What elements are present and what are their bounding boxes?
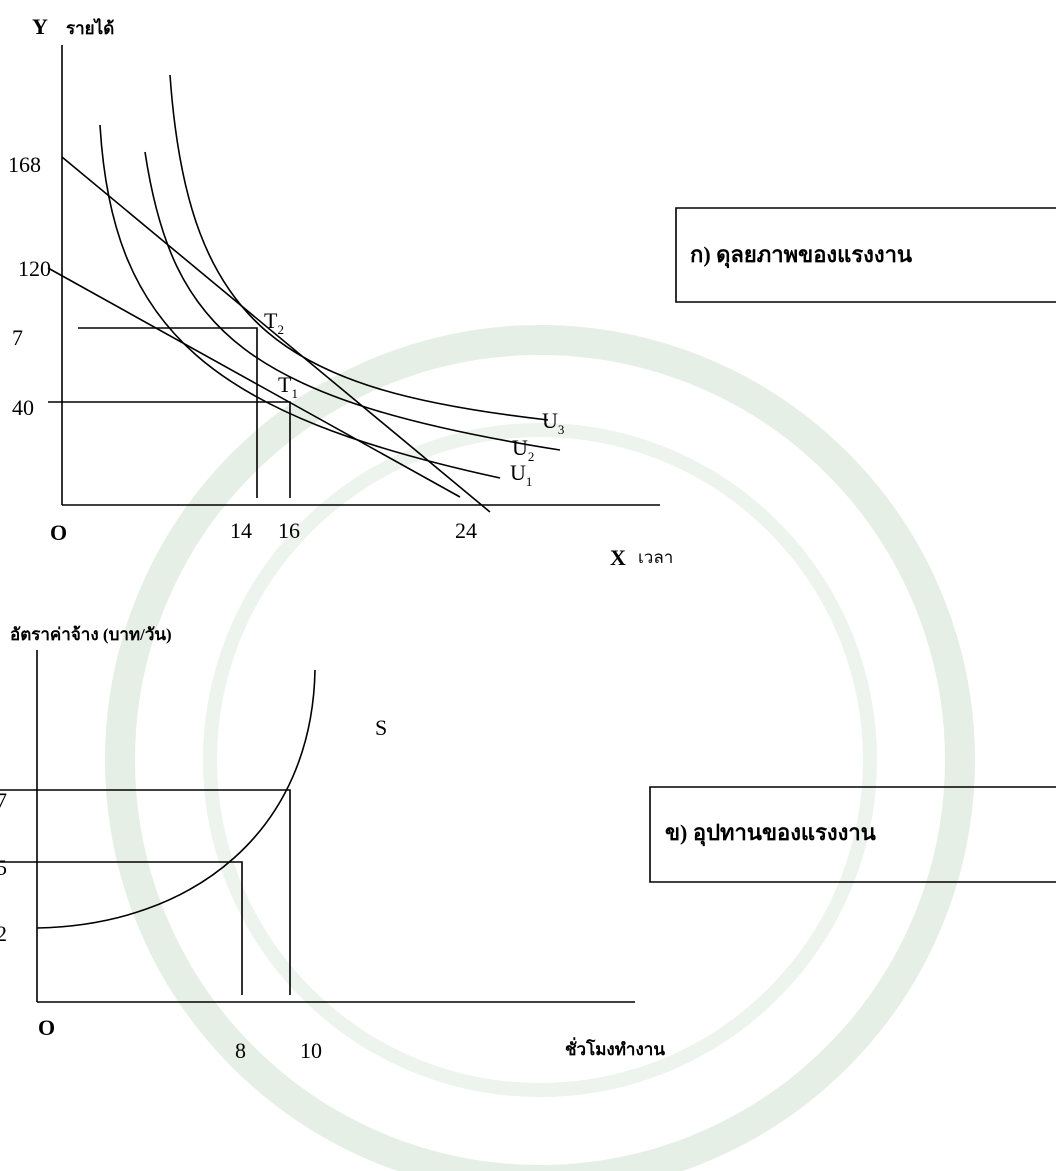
budget-line <box>61 156 491 513</box>
label-part: U <box>542 408 558 433</box>
label-part: 2 <box>277 322 284 337</box>
watermark <box>105 325 975 1171</box>
tick-label: 2 <box>0 921 7 946</box>
tick-label: 16 <box>278 518 300 543</box>
origin-label: O <box>50 520 67 545</box>
origin-label: O <box>38 1015 55 1040</box>
supply-curve <box>36 669 316 929</box>
tick-label: 120 <box>18 256 51 281</box>
curve-label: U2 <box>512 435 534 464</box>
tick-label: 5 <box>0 855 7 880</box>
point-label: T2 <box>264 308 284 337</box>
guide-line <box>78 327 258 498</box>
tick-label: 40 <box>12 395 34 420</box>
guide-line <box>0 861 243 995</box>
axis-label: X <box>610 545 626 570</box>
budget-line <box>47 267 461 498</box>
tick-label: 10 <box>300 1038 322 1063</box>
guide-line <box>48 401 291 498</box>
label-part: U <box>510 460 526 485</box>
label-part: T <box>264 308 278 333</box>
indifference-curve <box>144 151 561 451</box>
caption: ก) ดุลยภาพของแรงงาน <box>690 242 912 269</box>
indifference-curve <box>99 124 501 479</box>
label-part: U <box>512 435 528 460</box>
caption: ข) อุปทานของแรงงาน <box>665 820 876 847</box>
axis-label: อัตราค่าจ้าง (บาท/วัน) <box>10 625 172 644</box>
curve-label: U1 <box>510 460 532 489</box>
indifference-curve <box>169 74 549 421</box>
caption-box <box>649 786 1056 883</box>
axis-label: ชั่วโมงทำงาน <box>565 1037 665 1059</box>
label-part: 3 <box>558 422 565 437</box>
supply-diagram: อัตราค่าจ้าง (บาท/วัน) S 7 5 2 O 8 10 ชั… <box>0 625 1056 1063</box>
tick-label: 24 <box>455 518 477 543</box>
tick-label: 7 <box>12 325 23 350</box>
axis-label: Y <box>32 14 48 39</box>
point-label: T1 <box>278 372 298 401</box>
label-part: 2 <box>528 449 535 464</box>
watermark <box>203 423 877 1097</box>
tick-label: 8 <box>235 1038 246 1063</box>
tick-label: 14 <box>230 518 252 543</box>
label-part: 1 <box>526 474 533 489</box>
tick-label: 7 <box>0 788 7 813</box>
equilibrium-diagram: Y รายได้ 168 120 7 40 T2 T1 U3 U2 U1 O 1… <box>8 14 1056 570</box>
axis-label: เวลา <box>638 548 673 567</box>
curve-label: S <box>375 715 387 740</box>
label-part: T <box>278 372 292 397</box>
axis-label: รายได้ <box>66 18 114 38</box>
label-part: 1 <box>291 386 298 401</box>
curve-label: U3 <box>542 408 564 437</box>
tick-label: 168 <box>8 152 41 177</box>
caption-box <box>675 207 1056 303</box>
guide-line <box>0 789 291 995</box>
